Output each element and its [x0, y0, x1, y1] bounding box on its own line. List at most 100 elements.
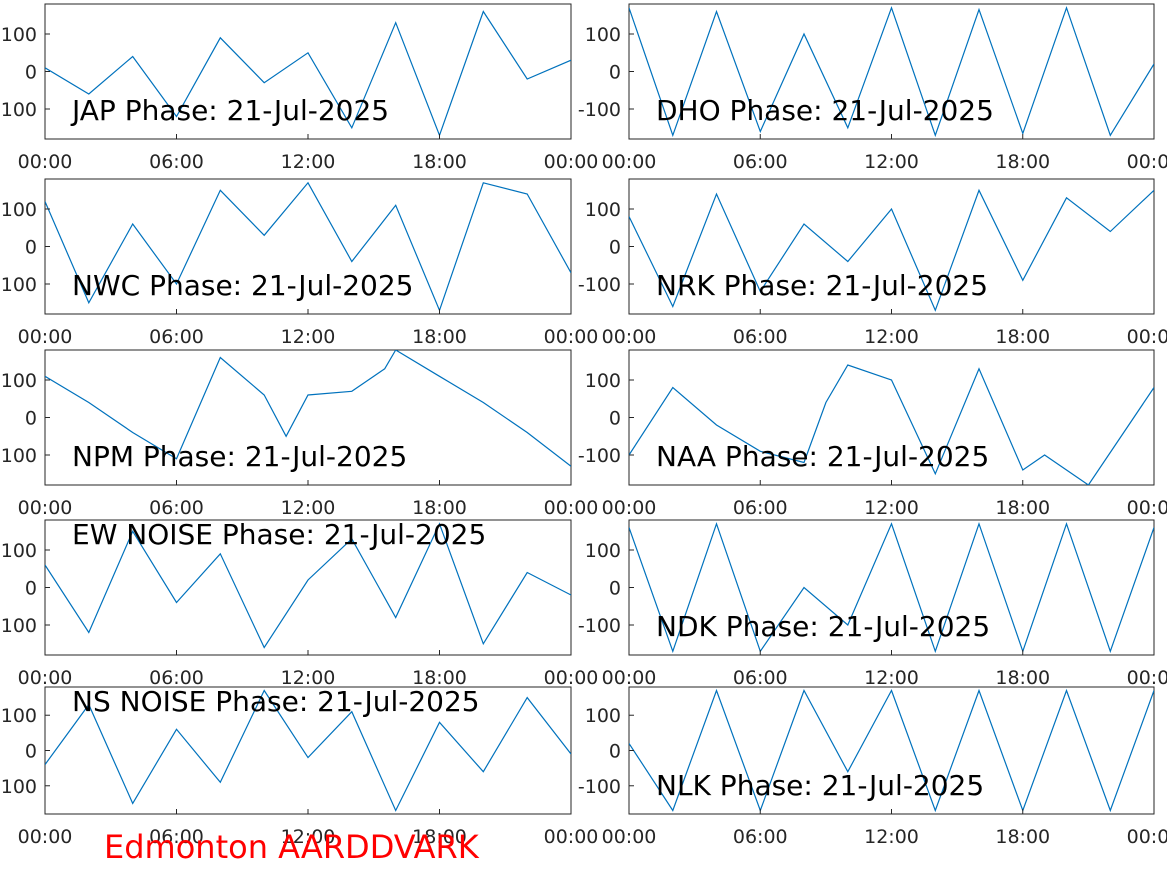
axes-frame: [44, 349, 572, 486]
x-tick-label: 18:00: [995, 826, 1050, 848]
x-tick-label: 12:00: [281, 497, 336, 519]
panel-title: DHO Phase: 21-Jul-2025: [656, 94, 994, 127]
panel-title: EW NOISE Phase: 21-Jul-2025: [72, 518, 486, 551]
x-tick-label: 06:00: [149, 826, 204, 848]
x-tick-label: 00:00: [18, 497, 73, 519]
axes-frame: [628, 349, 1155, 486]
axes-frame: [628, 3, 1155, 140]
phase-series-line: [45, 350, 571, 467]
panel-3: 00:00 06:00 12:00 18:00 00:00 -100 0 100 NRK Pha…: [578, 178, 1167, 348]
x-tick-label: 00:00: [602, 667, 657, 689]
axes-frame: [44, 519, 572, 656]
y-tick-label: -100: [0, 445, 37, 467]
y-tick-label: -100: [578, 274, 621, 296]
phase-series-line: [45, 181, 571, 312]
panel-title: NS NOISE Phase: 21-Jul-2025: [72, 685, 480, 718]
x-tick-label: 12:00: [281, 326, 336, 348]
panel-title: NWC Phase: 21-Jul-2025: [72, 269, 413, 302]
y-tick-label: 100: [585, 199, 621, 221]
footer-station-label: Edmonton AARDDVARK: [104, 828, 479, 866]
x-tick-label: 06:00: [149, 326, 204, 348]
x-tick-label: 18:00: [412, 497, 467, 519]
y-tick-label: 100: [1, 370, 37, 392]
x-tick-label: 06:00: [733, 667, 788, 689]
panel-title: NRK Phase: 21-Jul-2025: [656, 269, 988, 302]
x-tick-label: 00:00: [544, 826, 599, 848]
panel-8: 00:00 06:00 12:00 18:00 00:00 -100 0 100 NS NOIS…: [0, 685, 598, 848]
x-tick-label: 12:00: [281, 826, 336, 848]
y-tick-label: 100: [1, 24, 37, 46]
x-tick-label: 12:00: [864, 667, 919, 689]
y-tick-label: 0: [609, 741, 621, 763]
phase-series-line: [629, 521, 1154, 654]
x-tick-label: 12:00: [864, 497, 919, 519]
y-tick-label: 100: [585, 540, 621, 562]
y-tick-label: 100: [1, 540, 37, 562]
phase-series-line: [629, 364, 1154, 485]
panel-title: NPM Phase: 21-Jul-2025: [72, 440, 407, 473]
y-tick-label: 100: [585, 370, 621, 392]
x-tick-label: 06:00: [733, 826, 788, 848]
x-tick-label: 00:00: [18, 326, 73, 348]
y-tick-label: 0: [25, 237, 37, 259]
x-tick-label: 00:00: [1127, 826, 1167, 848]
y-tick-label: -100: [578, 445, 621, 467]
panel-title: NLK Phase: 21-Jul-2025: [656, 769, 984, 802]
panel-7: 00:00 06:00 12:00 18:00 00:00 -100 0 100 NDK Pha…: [578, 519, 1167, 689]
axes-frame: [44, 686, 572, 815]
panel-title: NDK Phase: 21-Jul-2025: [656, 610, 990, 643]
x-tick-label: 00:00: [18, 151, 73, 173]
y-tick-label: -100: [578, 99, 621, 121]
y-tick-label: -100: [0, 99, 37, 121]
axes-frame: [628, 178, 1155, 315]
panel-6: 00:00 06:00 12:00 18:00 00:00 -100 0 100 EW NOIS…: [0, 518, 598, 689]
panel-2: 00:00 06:00 12:00 18:00 00:00 -100 0 100 NWC Pha…: [0, 178, 598, 348]
phase-series-line: [629, 5, 1154, 138]
panel-title: JAP Phase: 21-Jul-2025: [70, 94, 389, 127]
panel-0: 00:00 06:00 12:00 18:00 00:00 -100 0 100 JAP Pha…: [0, 3, 598, 173]
phase-series-line: [45, 689, 571, 812]
x-tick-label: 00:00: [18, 826, 73, 848]
x-tick-label: 00:00: [602, 826, 657, 848]
panel-4: 00:00 06:00 12:00 18:00 00:00 -100 0 100 NPM Pha…: [0, 349, 598, 519]
y-tick-label: -100: [0, 776, 37, 798]
x-tick-label: 06:00: [733, 326, 788, 348]
phase-series-line: [629, 188, 1154, 312]
axes-frame: [44, 178, 572, 315]
y-tick-label: 0: [609, 578, 621, 600]
x-tick-label: 00:00: [1127, 667, 1167, 689]
phase-series-line: [629, 688, 1154, 813]
x-tick-label: 12:00: [281, 151, 336, 173]
x-tick-label: 06:00: [733, 497, 788, 519]
y-tick-label: -100: [0, 615, 37, 637]
axes-frame: [44, 3, 572, 140]
x-tick-label: 18:00: [995, 326, 1050, 348]
phase-series-line: [45, 522, 571, 649]
x-tick-label: 00:00: [602, 151, 657, 173]
y-tick-label: 100: [585, 24, 621, 46]
y-tick-label: 0: [609, 62, 621, 84]
axes-frame: [628, 686, 1155, 815]
y-tick-label: -100: [578, 615, 621, 637]
y-tick-label: 0: [25, 741, 37, 763]
x-tick-label: 06:00: [149, 667, 204, 689]
x-tick-label: 12:00: [864, 326, 919, 348]
x-tick-label: 18:00: [995, 151, 1050, 173]
x-tick-label: 00:00: [602, 326, 657, 348]
y-tick-label: 0: [25, 578, 37, 600]
x-tick-label: 18:00: [995, 667, 1050, 689]
panel-1: 00:00 06:00 12:00 18:00 00:00 -100 0 100 DHO Pha…: [578, 3, 1167, 173]
y-tick-label: -100: [0, 274, 37, 296]
y-tick-label: 100: [1, 199, 37, 221]
x-tick-label: 00:00: [602, 497, 657, 519]
y-tick-label: 0: [609, 237, 621, 259]
axes-frame: [628, 519, 1155, 656]
x-tick-label: 12:00: [864, 826, 919, 848]
x-tick-label: 00:00: [1127, 497, 1167, 519]
y-tick-label: -100: [578, 776, 621, 798]
x-tick-label: 18:00: [412, 667, 467, 689]
y-tick-label: 100: [585, 705, 621, 727]
y-tick-label: 0: [25, 408, 37, 430]
y-tick-label: 0: [25, 62, 37, 84]
